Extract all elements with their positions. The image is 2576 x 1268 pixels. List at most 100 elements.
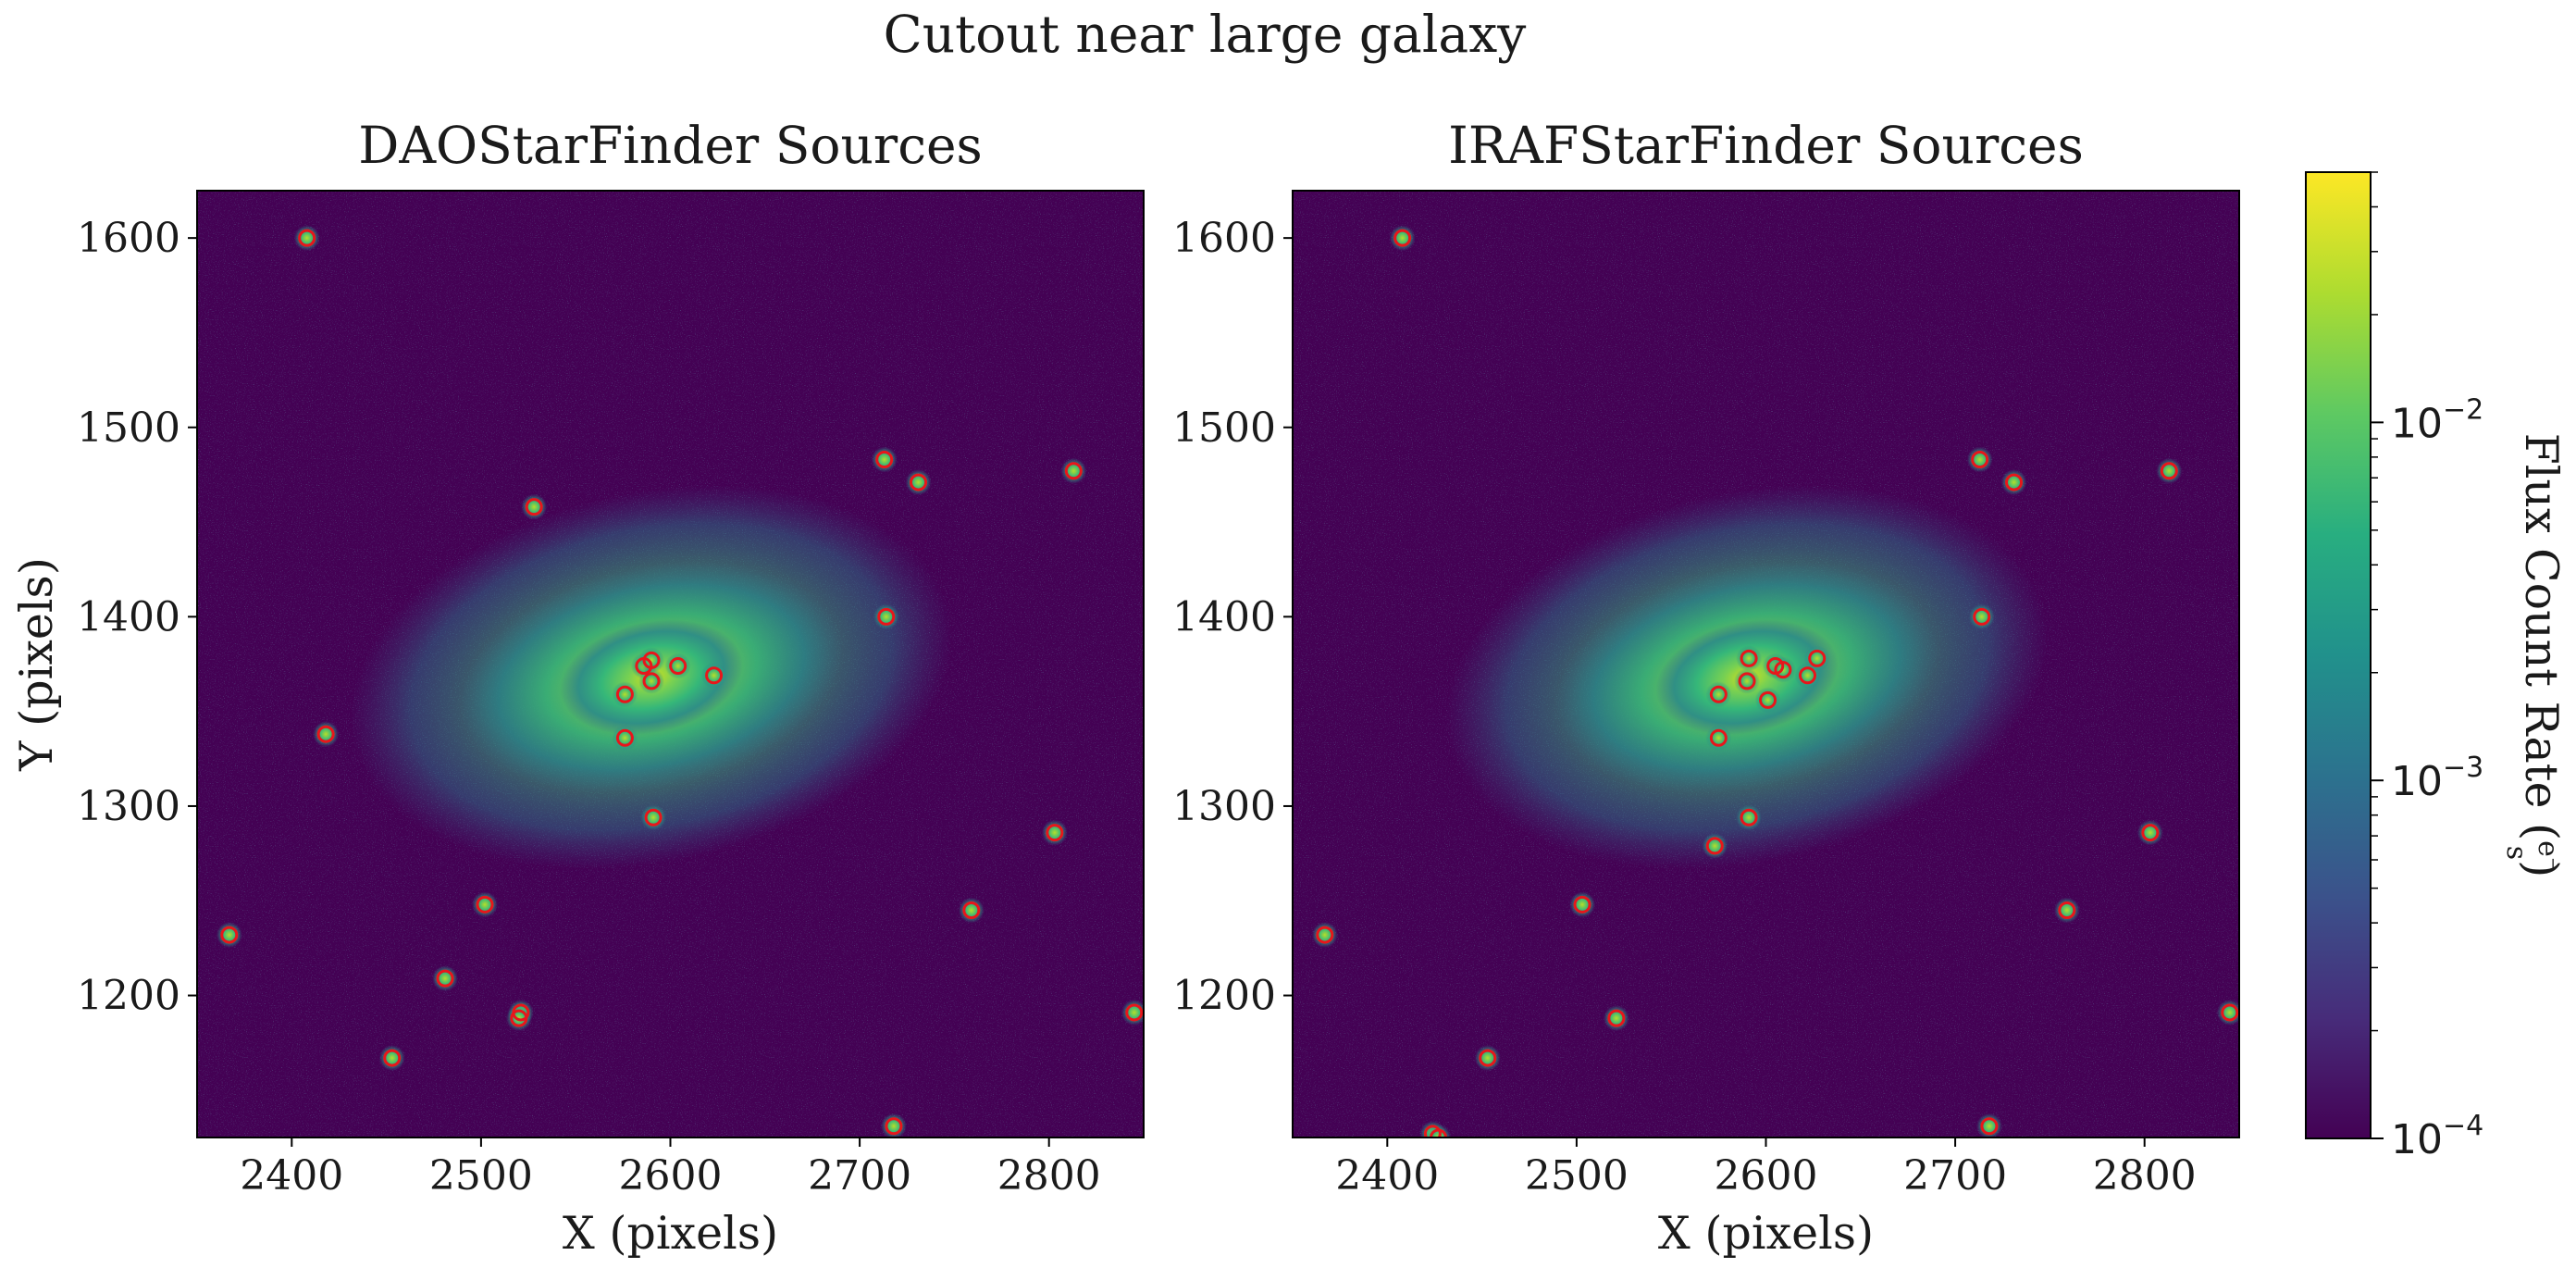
source-glow — [1603, 1005, 1629, 1032]
source-glow — [958, 897, 985, 924]
source-marker — [1607, 1009, 1626, 1027]
y-tick-label: 1600 — [77, 215, 180, 262]
source-glow — [1754, 687, 1781, 714]
colorbar-gradient — [2305, 171, 2372, 1139]
source-glow-layer — [216, 225, 1144, 1137]
source-marker — [383, 1049, 402, 1067]
source-glow — [640, 804, 667, 831]
source-glow — [1705, 725, 1732, 752]
source-marker — [642, 651, 661, 669]
source-marker — [1980, 1117, 1999, 1136]
source-marker — [1125, 1003, 1144, 1022]
image-background — [197, 191, 1144, 1137]
panel-title: DAOStarFinder Sources — [358, 116, 983, 175]
source-marker — [1973, 607, 1991, 626]
source-glow — [905, 469, 932, 496]
source-marker — [1709, 728, 1728, 747]
svg-text:Flux Count Rate (e⁻s): Flux Count Rate (e⁻s) — [2500, 433, 2568, 878]
panel-title: IRAFStarFinder Sources — [1448, 116, 2084, 175]
source-glow — [638, 647, 665, 674]
x-tick-label: 2600 — [1715, 1152, 1818, 1200]
colorbar-ticks: 10−2 10−3 10−4 — [2371, 171, 2483, 1163]
source-marker — [2141, 824, 2160, 842]
source-glow — [2156, 457, 2183, 484]
source-marker — [615, 685, 634, 703]
source-marker — [1774, 661, 1792, 679]
source-marker — [1705, 837, 1724, 855]
y-tick-label: 1300 — [77, 783, 180, 830]
colorbar-tick-label: 10−3 — [2391, 752, 2483, 805]
source-marker — [669, 657, 687, 676]
source-markers — [220, 229, 1144, 1136]
x-axis-label: X (pixels) — [1658, 1207, 1874, 1260]
source-glow — [1734, 667, 1761, 694]
source-marker — [1479, 1049, 1497, 1067]
x-tick-label: 2700 — [808, 1152, 911, 1200]
source-marker — [1808, 649, 1827, 667]
source-marker — [1393, 229, 1412, 247]
source-marker — [316, 725, 335, 743]
source-marker — [2160, 462, 2178, 480]
source-glow — [880, 1113, 907, 1137]
colorbar: 10−2 10−3 10−4 Flux Count Rate (e⁻s) — [2305, 171, 2568, 1163]
source-glow-layer — [1311, 225, 2239, 1137]
source-marker — [962, 901, 981, 919]
figure-suptitle: Cutout near large galaxy — [884, 5, 1527, 64]
y-tick-label: 1500 — [1172, 404, 1276, 452]
source-marker — [885, 1117, 903, 1136]
source-marker — [510, 1009, 528, 1027]
source-glow — [2000, 469, 2027, 496]
source-marker — [1799, 666, 1817, 685]
source-marker — [644, 808, 663, 827]
source-marker — [298, 229, 316, 247]
source-glow — [293, 225, 320, 252]
source-glow — [1705, 681, 1732, 708]
source-glow — [521, 493, 548, 520]
panel-irafstarfinder: 2400 2500 2600 2700 2800 1200 1300 1400 1500 1600… — [1172, 116, 2240, 1260]
source-glow — [2053, 897, 2080, 924]
source-marker — [615, 728, 634, 747]
source-marker — [1573, 895, 1591, 914]
source-marker — [910, 473, 928, 491]
source-marker — [2058, 901, 2076, 919]
source-glow — [1389, 225, 1416, 252]
source-glow — [612, 725, 638, 752]
source-marker — [2221, 1003, 2239, 1022]
source-marker — [220, 926, 239, 944]
y-tick-label: 1300 — [1172, 783, 1276, 830]
source-glow — [1966, 446, 1993, 473]
source-glow — [1736, 645, 1763, 672]
source-marker — [436, 969, 454, 988]
source-marker — [1064, 462, 1083, 480]
source-marker — [1738, 672, 1756, 690]
source-marker — [705, 666, 724, 685]
source-glow — [378, 1045, 405, 1072]
source-glow — [664, 653, 691, 679]
x-tick-label: 2800 — [2093, 1152, 2197, 1200]
panel-daostarfinder: 2400 2500 2600 2700 2800 1200 1300 1400 1500 1600… — [10, 116, 1145, 1260]
source-marker — [1709, 685, 1728, 703]
x-tick-label: 2800 — [997, 1152, 1101, 1200]
source-marker — [1740, 649, 1758, 667]
source-marker — [2005, 473, 2024, 491]
x-tick-label: 2500 — [1525, 1152, 1629, 1200]
source-marker — [1740, 808, 1758, 827]
source-glow — [432, 965, 459, 992]
source-glow — [471, 891, 498, 918]
source-glow — [1474, 1045, 1501, 1072]
source-marker — [875, 451, 894, 469]
source-marker — [1971, 451, 1989, 469]
source-marker — [476, 895, 494, 914]
source-marker — [1316, 926, 1334, 944]
source-glow — [313, 721, 340, 748]
source-markers — [1316, 229, 2239, 1137]
x-tick-label: 2500 — [429, 1152, 533, 1200]
y-tick-label: 1600 — [1172, 215, 1276, 262]
colorbar-label-prefix: Flux Count Rate ( — [2515, 433, 2568, 840]
source-glow — [1794, 662, 1821, 689]
source-marker — [1430, 1128, 1448, 1137]
source-glow — [1736, 804, 1763, 831]
x-tick-label: 2400 — [240, 1152, 343, 1200]
source-marker — [877, 607, 896, 626]
